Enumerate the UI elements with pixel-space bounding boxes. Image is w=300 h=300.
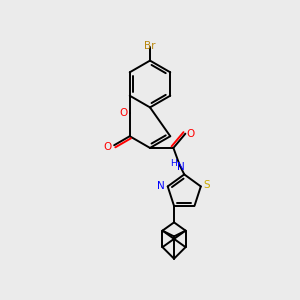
Text: H: H — [170, 159, 176, 168]
Text: S: S — [203, 180, 210, 190]
Text: Br: Br — [144, 40, 156, 51]
Text: N: N — [177, 162, 185, 172]
Text: O: O — [119, 108, 127, 118]
Text: N: N — [157, 182, 165, 191]
Text: O: O — [103, 142, 112, 152]
Text: O: O — [187, 129, 195, 139]
